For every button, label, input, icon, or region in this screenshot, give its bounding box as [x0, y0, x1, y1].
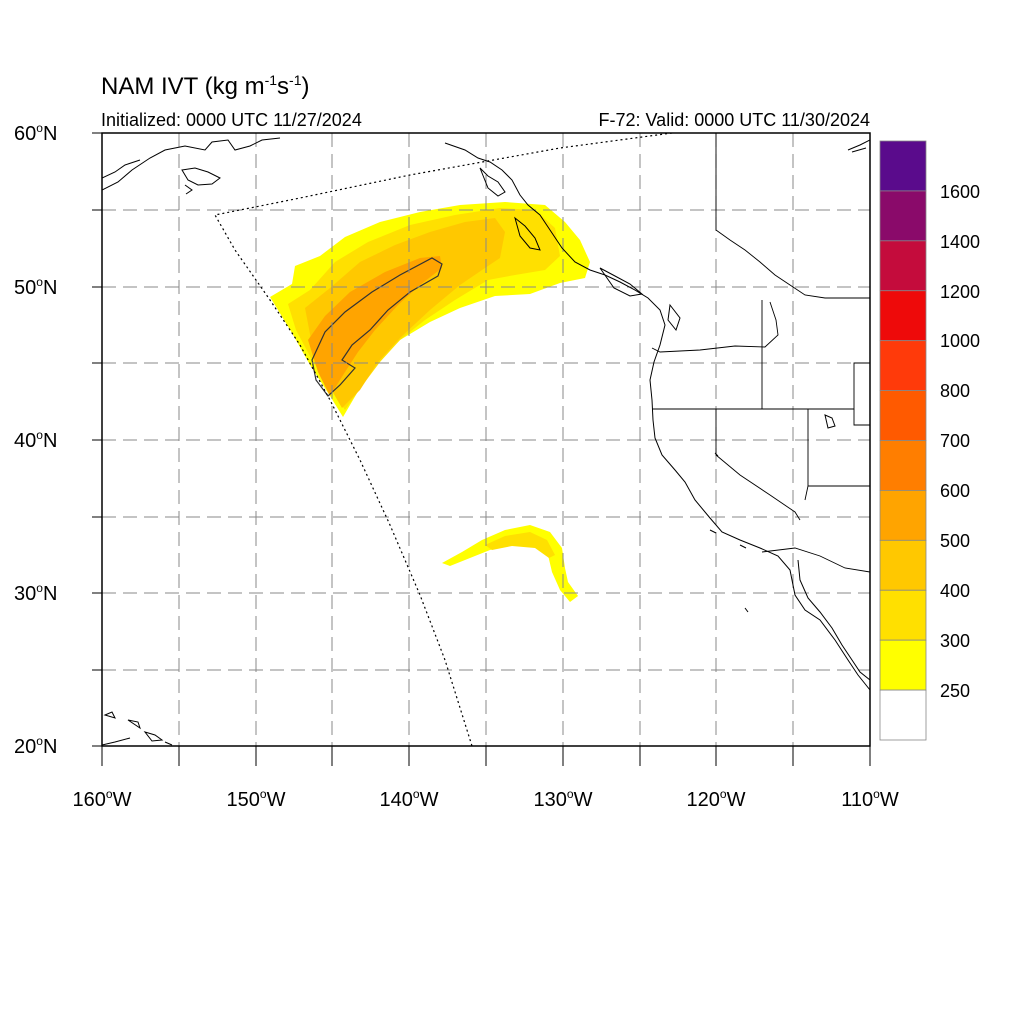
initialized-label: Initialized: 0000 UTC 11/27/2024 [101, 110, 362, 130]
lon-label-140: 140oW [380, 787, 439, 811]
ivt-500-outline [311, 257, 443, 397]
lon-label-160: 160oW [73, 787, 132, 811]
colorbar-box [879, 589, 927, 641]
colorbar-label: 800 [940, 381, 970, 401]
colorbar-label: 500 [940, 531, 970, 551]
lat-label-50: 50oN [14, 275, 57, 299]
axis-ticks [92, 132, 871, 766]
colorbar-box [879, 240, 927, 292]
colorbar [879, 140, 927, 741]
lon-label-120: 120oW [687, 787, 746, 811]
colorbar-box [879, 539, 927, 591]
ivt-filament-core [485, 532, 555, 558]
lat-label-40: 40oN [14, 428, 57, 452]
ivt-400-contour [305, 218, 505, 408]
colorbar-label: 600 [940, 481, 970, 501]
lon-label-150: 150oW [227, 787, 286, 811]
lon-label-110: 110oW [841, 787, 899, 811]
colorbar-label: 700 [940, 431, 970, 451]
colorbar-label: 400 [940, 581, 970, 601]
lon-label-130: 130oW [534, 787, 593, 811]
colorbar-box [879, 689, 927, 741]
colorbar-box [879, 639, 927, 691]
colorbar-label: 1600 [940, 182, 980, 202]
valid-time-label: F-72: Valid: 0000 UTC 11/30/2024 [598, 110, 871, 130]
longitude-labels: 160oW 150oW 140oW 130oW 120oW 110oW [73, 787, 899, 811]
colorbar-box [879, 190, 927, 242]
colorbar-box [879, 140, 927, 192]
colorbar-box [879, 290, 927, 342]
graticule [102, 133, 870, 746]
lat-label-20: 20oN [14, 734, 57, 758]
colorbar-label: 250 [940, 681, 970, 701]
lat-label-60: 60oN [14, 121, 57, 145]
colorbar-labels: 1600 1400 1200 1000 800 700 600 500 400 … [940, 182, 980, 701]
latitude-labels: 60oN 50oN 40oN 30oN 20oN [14, 121, 57, 758]
colorbar-label: 1400 [940, 232, 980, 252]
colorbar-box [879, 340, 927, 391]
colorbar-label: 300 [940, 631, 970, 651]
lat-label-30: 30oN [14, 581, 57, 605]
coastlines [102, 137, 870, 746]
colorbar-box [879, 440, 927, 491]
colorbar-label: 1200 [940, 282, 980, 302]
colorbar-box [879, 490, 927, 541]
map-title: NAM IVT (kg m-1s-1) [101, 72, 310, 100]
colorbar-box [879, 390, 927, 441]
colorbar-label: 1000 [940, 331, 980, 351]
map-content [102, 133, 870, 746]
political-boundaries [651, 133, 870, 573]
